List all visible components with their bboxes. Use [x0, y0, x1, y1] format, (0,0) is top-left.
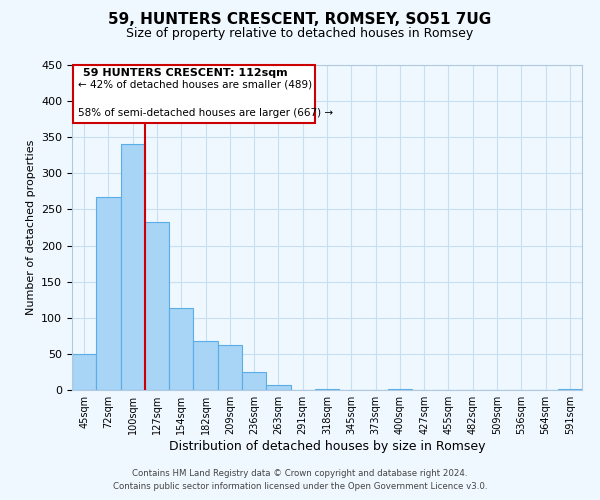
- Text: Contains HM Land Registry data © Crown copyright and database right 2024.: Contains HM Land Registry data © Crown c…: [132, 468, 468, 477]
- Bar: [558, 388, 582, 390]
- Text: 58% of semi-detached houses are larger (667) →: 58% of semi-detached houses are larger (…: [79, 108, 334, 118]
- Bar: [193, 341, 218, 390]
- Text: 59, HUNTERS CRESCENT, ROMSEY, SO51 7UG: 59, HUNTERS CRESCENT, ROMSEY, SO51 7UG: [109, 12, 491, 28]
- Text: Size of property relative to detached houses in Romsey: Size of property relative to detached ho…: [127, 28, 473, 40]
- X-axis label: Distribution of detached houses by size in Romsey: Distribution of detached houses by size …: [169, 440, 485, 453]
- Text: ← 42% of detached houses are smaller (489): ← 42% of detached houses are smaller (48…: [79, 79, 313, 89]
- Bar: [315, 388, 339, 390]
- Bar: [266, 385, 290, 390]
- Text: Contains public sector information licensed under the Open Government Licence v3: Contains public sector information licen…: [113, 482, 487, 491]
- Bar: [72, 354, 96, 390]
- Bar: [96, 197, 121, 390]
- Text: 59 HUNTERS CRESCENT: 112sqm: 59 HUNTERS CRESCENT: 112sqm: [83, 68, 288, 78]
- FancyBboxPatch shape: [73, 65, 315, 123]
- Bar: [145, 222, 169, 390]
- Bar: [242, 372, 266, 390]
- Bar: [121, 144, 145, 390]
- Bar: [218, 345, 242, 390]
- Y-axis label: Number of detached properties: Number of detached properties: [26, 140, 35, 315]
- Bar: [169, 308, 193, 390]
